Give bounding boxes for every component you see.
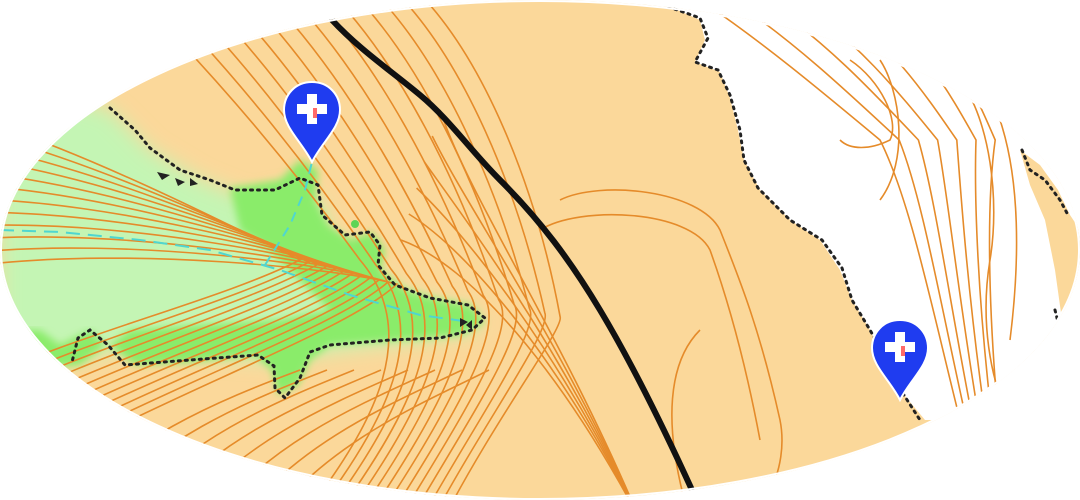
contour-line [999, 119, 1018, 341]
contour-line [0, 119, 302, 381]
contour-line [439, 109, 641, 500]
contour-line [959, 79, 1011, 421]
watercourse-lines [0, 161, 471, 323]
contour-line [423, 161, 641, 500]
contour-line [305, 0, 490, 500]
contour-line [879, 59, 900, 201]
contour-line [763, 0, 974, 421]
contour-line [349, 0, 518, 500]
contour-line [408, 213, 641, 500]
contour-line [217, 0, 439, 500]
arrow-triangle-icon [157, 172, 472, 330]
contour-line [393, 0, 547, 500]
contour-line [699, 0, 961, 421]
contour-line [239, 0, 451, 500]
contour-line [671, 329, 701, 500]
contour-line [400, 239, 641, 500]
boundary-line [329, 17, 695, 493]
contour-line [283, 0, 477, 500]
contour-line [431, 135, 641, 500]
open-land-patch [1020, 150, 1080, 320]
contour-line [839, 59, 894, 149]
contour-line [416, 187, 641, 500]
contour-line [0, 132, 311, 392]
contour-lines [0, 0, 1018, 500]
contour-line [539, 213, 761, 441]
contour-line [195, 0, 426, 500]
contour-line [371, 0, 532, 500]
contour-line [173, 0, 414, 500]
contour-line [151, 0, 402, 500]
contour-line [129, 0, 390, 500]
contour-line [415, 0, 562, 500]
contour-line [261, 0, 464, 500]
